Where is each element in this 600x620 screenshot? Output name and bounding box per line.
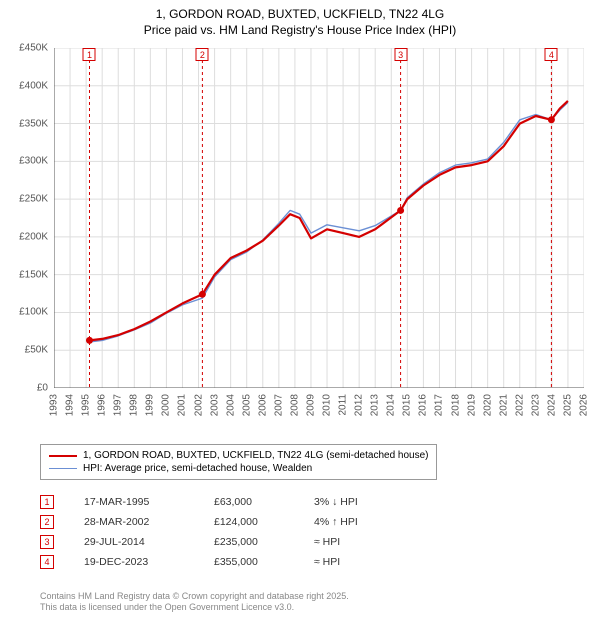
x-tick-label: 2016 xyxy=(418,394,429,416)
sale-date: 28-MAR-2002 xyxy=(84,516,214,528)
y-tick-label: £200K xyxy=(19,231,48,242)
legend-swatch xyxy=(49,455,77,457)
x-tick-label: 2022 xyxy=(514,394,525,416)
x-tick-label: 2000 xyxy=(161,394,172,416)
sale-delta: ≈ HPI xyxy=(314,556,434,568)
x-tick-label: 2008 xyxy=(289,394,300,416)
sale-date: 19-DEC-2023 xyxy=(84,556,214,568)
x-tick-label: 2017 xyxy=(434,394,445,416)
title-block: 1, GORDON ROAD, BUXTED, UCKFIELD, TN22 4… xyxy=(0,0,600,38)
y-axis: £0£50K£100K£150K£200K£250K£300K£350K£400… xyxy=(0,48,54,388)
sale-delta: ≈ HPI xyxy=(314,536,434,548)
sale-delta: 4% ↑ HPI xyxy=(314,516,434,528)
x-tick-label: 2009 xyxy=(305,394,316,416)
sale-date: 17-MAR-1995 xyxy=(84,496,214,508)
x-tick-label: 2005 xyxy=(241,394,252,416)
legend-item: HPI: Average price, semi-detached house,… xyxy=(49,462,428,475)
title-line-2: Price paid vs. HM Land Registry's House … xyxy=(0,22,600,38)
sale-marker-1: 1 xyxy=(83,48,96,61)
legend-item: 1, GORDON ROAD, BUXTED, UCKFIELD, TN22 4… xyxy=(49,449,428,462)
y-tick-label: £350K xyxy=(19,118,48,129)
x-tick-label: 2002 xyxy=(193,394,204,416)
sales-row: 3 29-JUL-2014£235,000≈ HPI xyxy=(40,532,434,552)
x-tick-label: 2021 xyxy=(498,394,509,416)
x-tick-label: 2014 xyxy=(386,394,397,416)
y-tick-label: £300K xyxy=(19,156,48,167)
chart-container: 1, GORDON ROAD, BUXTED, UCKFIELD, TN22 4… xyxy=(0,0,600,620)
x-tick-label: 2019 xyxy=(466,394,477,416)
y-tick-label: £0 xyxy=(37,383,48,394)
sales-row: 1 17-MAR-1995£63,0003% ↓ HPI xyxy=(40,492,434,512)
x-tick-label: 2026 xyxy=(579,394,590,416)
legend: 1, GORDON ROAD, BUXTED, UCKFIELD, TN22 4… xyxy=(40,444,437,480)
sale-marker-2: 2 xyxy=(196,48,209,61)
y-tick-label: £50K xyxy=(25,345,48,356)
x-tick-label: 2023 xyxy=(530,394,541,416)
plot-svg xyxy=(54,48,584,388)
y-tick-label: £100K xyxy=(19,307,48,318)
x-tick-label: 2012 xyxy=(354,394,365,416)
x-tick-label: 1998 xyxy=(129,394,140,416)
footer: Contains HM Land Registry data © Crown c… xyxy=(40,591,349,614)
chart-area: 1 2 3 4 xyxy=(54,48,584,388)
x-tick-label: 2018 xyxy=(450,394,461,416)
sale-price: £235,000 xyxy=(214,536,314,548)
sale-marker-3: 3 xyxy=(394,48,407,61)
x-tick-label: 1994 xyxy=(65,394,76,416)
sale-price: £63,000 xyxy=(214,496,314,508)
sales-row: 4 19-DEC-2023£355,000≈ HPI xyxy=(40,552,434,572)
x-tick-label: 2010 xyxy=(322,394,333,416)
x-tick-label: 1993 xyxy=(49,394,60,416)
x-tick-label: 1995 xyxy=(81,394,92,416)
y-tick-label: £450K xyxy=(19,43,48,54)
x-axis: 1993199419951996199719981999200020012002… xyxy=(54,390,584,440)
legend-label: 1, GORDON ROAD, BUXTED, UCKFIELD, TN22 4… xyxy=(83,450,428,461)
x-tick-label: 2003 xyxy=(209,394,220,416)
sale-delta: 3% ↓ HPI xyxy=(314,496,434,508)
x-tick-label: 2001 xyxy=(177,394,188,416)
sale-price: £124,000 xyxy=(214,516,314,528)
x-tick-label: 2004 xyxy=(225,394,236,416)
sale-marker-4: 4 xyxy=(545,48,558,61)
sale-marker-box: 1 xyxy=(40,495,54,509)
y-tick-label: £250K xyxy=(19,194,48,205)
x-tick-label: 2013 xyxy=(370,394,381,416)
x-tick-label: 1999 xyxy=(145,394,156,416)
x-tick-label: 2020 xyxy=(482,394,493,416)
x-tick-label: 2025 xyxy=(562,394,573,416)
sales-table: 117-MAR-1995£63,0003% ↓ HPI228-MAR-2002£… xyxy=(40,492,434,572)
x-tick-label: 2015 xyxy=(402,394,413,416)
x-tick-label: 1997 xyxy=(113,394,124,416)
sale-price: £355,000 xyxy=(214,556,314,568)
x-tick-label: 2011 xyxy=(338,394,349,416)
y-tick-label: £400K xyxy=(19,80,48,91)
x-tick-label: 2024 xyxy=(546,394,557,416)
legend-swatch xyxy=(49,468,77,469)
footer-line-2: This data is licensed under the Open Gov… xyxy=(40,602,349,614)
footer-line-1: Contains HM Land Registry data © Crown c… xyxy=(40,591,349,603)
title-line-1: 1, GORDON ROAD, BUXTED, UCKFIELD, TN22 4… xyxy=(0,6,600,22)
x-tick-label: 1996 xyxy=(97,394,108,416)
sale-marker-box: 3 xyxy=(40,535,54,549)
sale-marker-box: 2 xyxy=(40,515,54,529)
sale-marker-box: 4 xyxy=(40,555,54,569)
sale-date: 29-JUL-2014 xyxy=(84,536,214,548)
x-tick-label: 2007 xyxy=(273,394,284,416)
legend-label: HPI: Average price, semi-detached house,… xyxy=(83,463,312,474)
sales-row: 2 28-MAR-2002£124,0004% ↑ HPI xyxy=(40,512,434,532)
y-tick-label: £150K xyxy=(19,269,48,280)
x-tick-label: 2006 xyxy=(257,394,268,416)
